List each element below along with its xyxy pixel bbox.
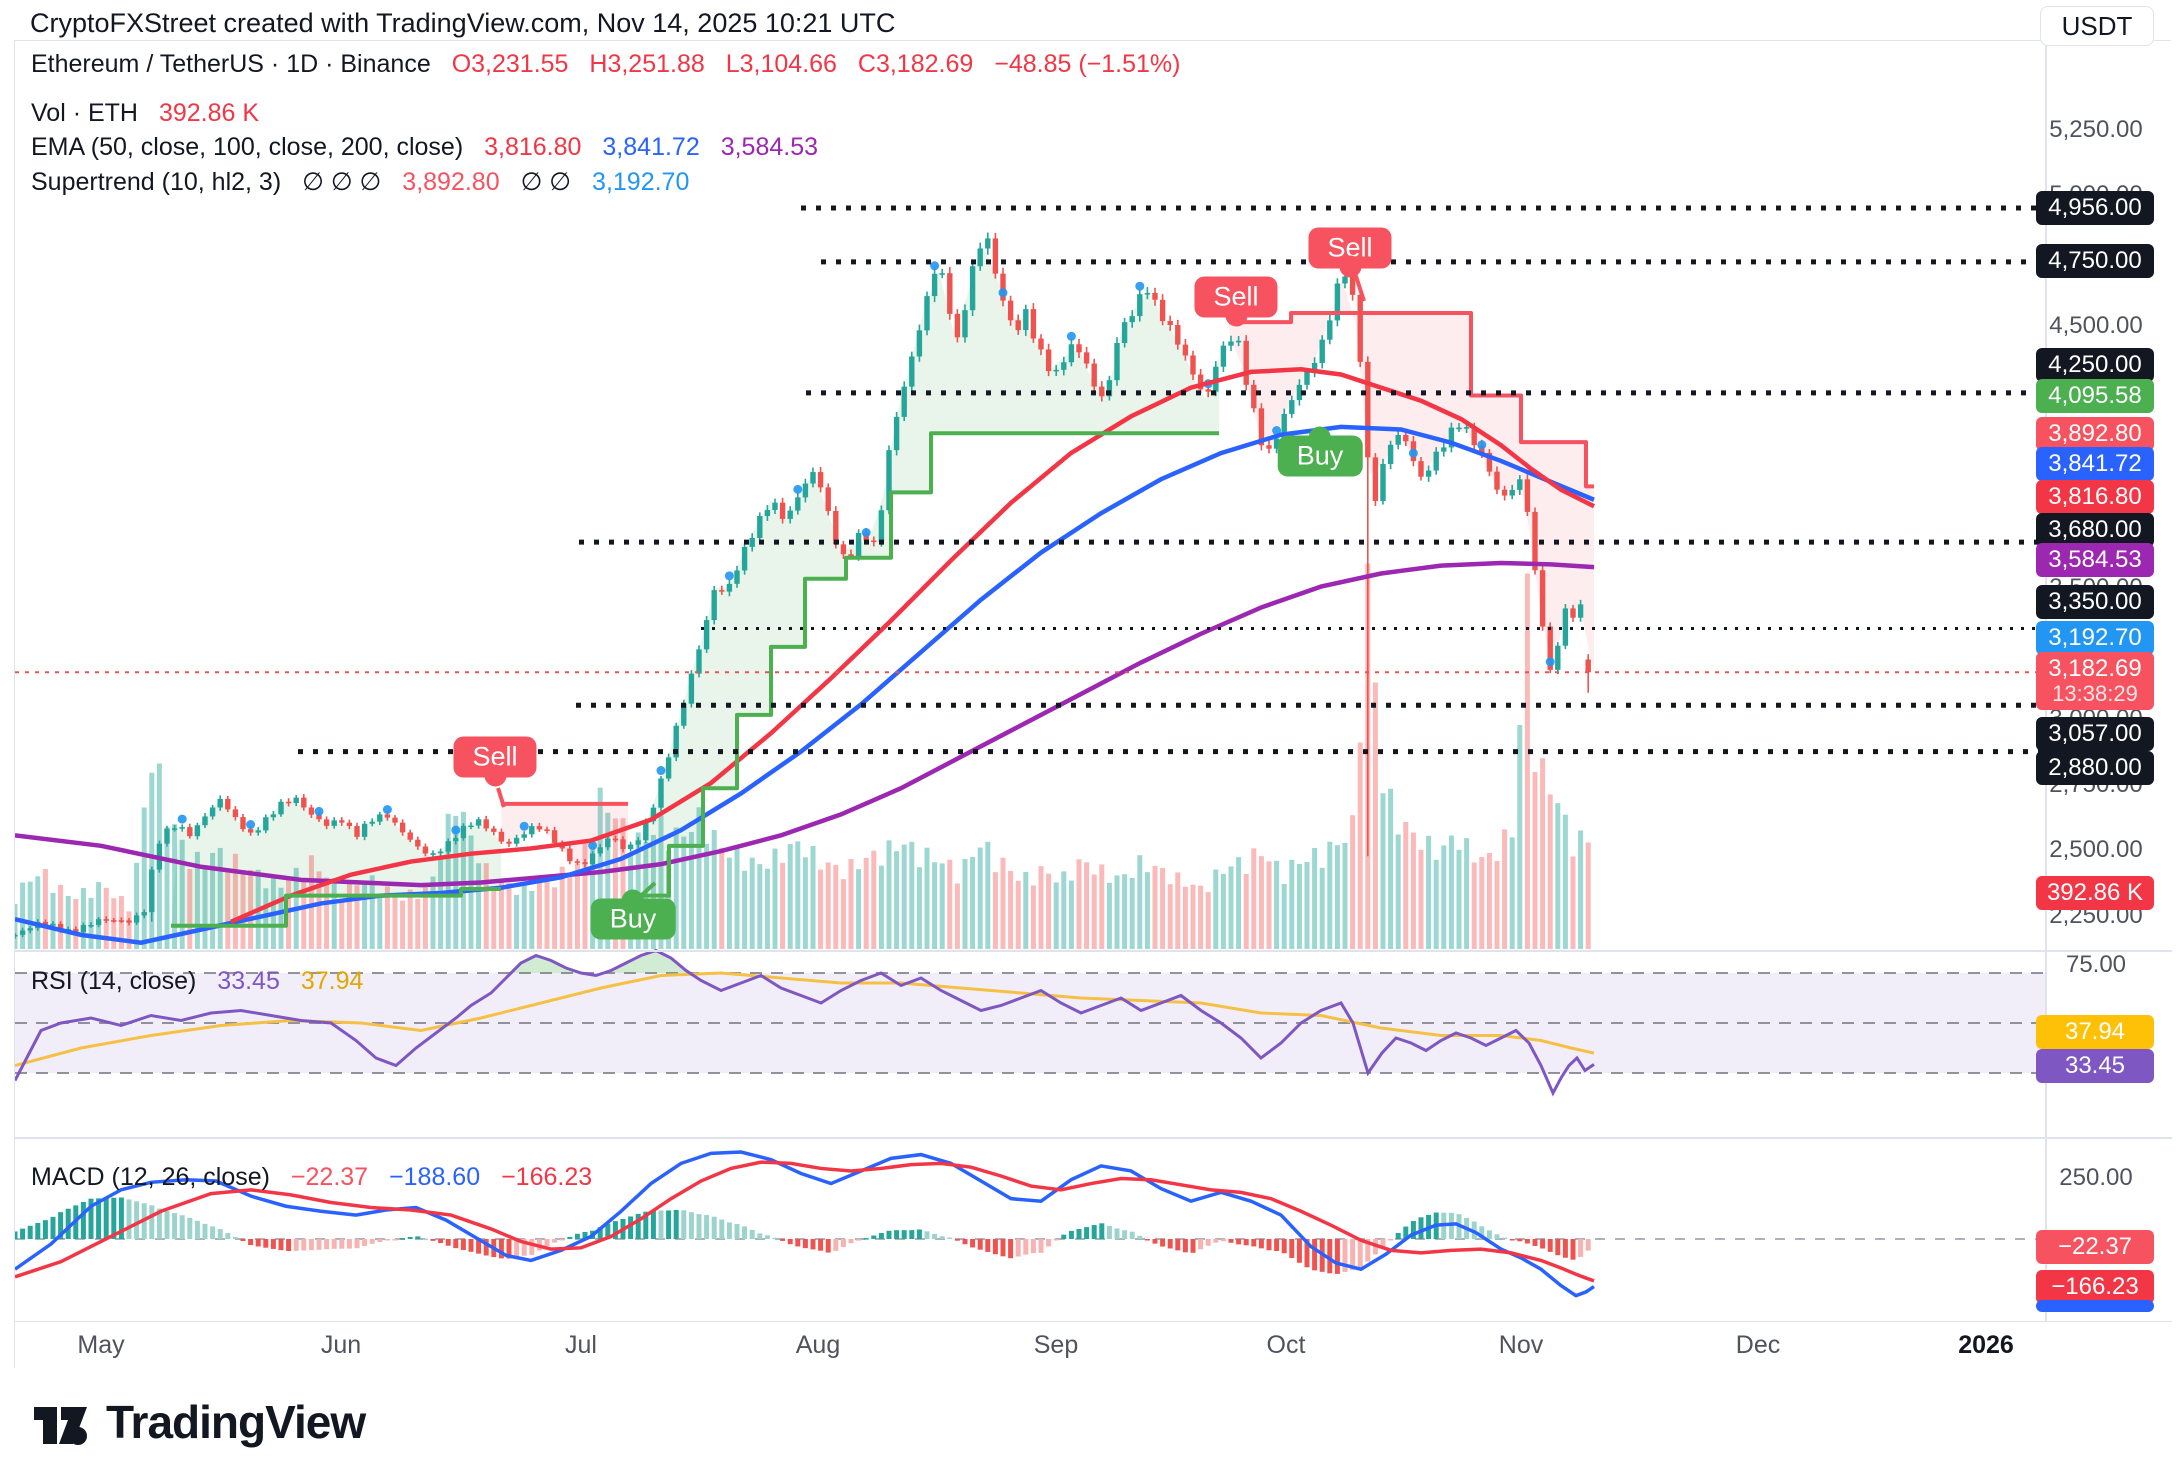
ohlc-low: L3,104.66: [725, 50, 837, 78]
time-axis-Aug: Aug: [795, 1331, 841, 1359]
supertrend-legend-row[interactable]: Supertrend (10, hl2, 3) ∅ ∅ ∅ 3,892.80 ∅…: [31, 167, 703, 197]
macd-label-−166.23: −166.23: [2036, 1270, 2154, 1304]
ohlc-open: O3,231.55: [451, 50, 569, 78]
price-tick-2500: 2,500.00: [2049, 836, 2143, 864]
time-axis-Oct: Oct: [1266, 1331, 1306, 1359]
price-label-4,750.00: 4,750.00: [2036, 244, 2154, 278]
price-label-4,095.58: 4,095.58: [2036, 379, 2154, 413]
macd-hist-value: −22.37: [290, 1163, 369, 1191]
time-axis-Jun: Jun: [320, 1331, 362, 1359]
symbol-legend-row[interactable]: Ethereum / TetherUS · 1D · Binance O3,23…: [31, 50, 1194, 79]
rsi-label-37.94: 37.94: [2036, 1015, 2154, 1049]
time-axis-Nov: Nov: [1498, 1331, 1544, 1359]
sell-signal-badge-3[interactable]: Sell: [1308, 227, 1392, 269]
macd-line-value: −188.60: [389, 1163, 481, 1191]
rsi-line: [15, 948, 1595, 1097]
ohlc-high: H3,251.88: [589, 50, 705, 78]
price-tick-5250: 5,250.00: [2049, 116, 2143, 143]
supertrend-line-up: [641, 431, 1219, 898]
attribution-bar: CryptoFXStreet created with TradingView.…: [0, 0, 2178, 40]
ema200-value: 3,584.53: [720, 133, 819, 161]
ema50-value: 3,816.80: [484, 133, 582, 161]
macd-tick-250.00: 250.00: [2059, 1164, 2133, 1191]
price-chart-canvas[interactable]: [15, 41, 2172, 1369]
supertrend-empty-values: ∅ ∅ ∅: [302, 168, 382, 196]
price-label-4,250.00: 4,250.00: [2036, 348, 2154, 382]
volume-value: 392.86 K: [158, 99, 260, 127]
price-label-3,892.80: 3,892.80: [2036, 417, 2154, 451]
buy-signal-badge-1[interactable]: Buy: [590, 898, 676, 940]
sell-signal-badge-2[interactable]: Sell: [1194, 276, 1278, 318]
price-label-3,182.69: 3,182.69 13:38:29: [2036, 652, 2154, 710]
macd-label-−22.37: −22.37: [2036, 1230, 2154, 1264]
ema100-line: [15, 424, 1595, 945]
price-label-4,956.00: 4,956.00: [2036, 191, 2154, 225]
price-label-3,192.70: 3,192.70: [2036, 621, 2154, 655]
price-label-3,350.00: 3,350.00: [2036, 585, 2154, 619]
macd-legend-row[interactable]: MACD (12, 26, close) −22.37 −188.60 −166…: [31, 1163, 606, 1192]
price-label-3,057.00: 3,057.00: [2036, 717, 2154, 751]
macd-line: [15, 1150, 1595, 1298]
ema50-line: [230, 367, 1596, 924]
price-label-3,584.53: 3,584.53: [2036, 543, 2154, 577]
rsi-ma-value: 37.94: [300, 967, 364, 995]
ohlc-change: −48.85 (−1.51%): [994, 50, 1181, 78]
ema100-value: 3,841.72: [602, 133, 700, 161]
rsi-label-33.45: 33.45: [2036, 1049, 2154, 1083]
macd-signal-line: [15, 1160, 1595, 1283]
time-axis-Sep: Sep: [1033, 1331, 1079, 1359]
time-axis[interactable]: May Jun Jul Aug Sep Oct Nov Dec 2026: [15, 1321, 2172, 1369]
ema-legend-row[interactable]: EMA (50, close, 100, close, 200, close) …: [31, 133, 832, 162]
supertrend-down-value: 3,892.80: [402, 168, 500, 196]
sell-signal-badge-0[interactable]: Sell: [453, 736, 537, 778]
rsi-overbought-fill: [491, 950, 716, 973]
price-label-3,816.80: 3,816.80: [2036, 480, 2154, 514]
buy-signal-badge-4[interactable]: Buy: [1277, 435, 1363, 477]
ohlc-close: C3,182.69: [857, 50, 974, 78]
price-label-2,880.00: 2,880.00: [2036, 751, 2154, 785]
macd-label[interactable]: MACD (12, 26, close): [31, 1163, 270, 1191]
supertrend-line-down: [1229, 310, 1594, 489]
time-axis-Dec: Dec: [1735, 1331, 1781, 1359]
time-axis-2026: 2026: [1958, 1331, 2014, 1359]
price-label-3,680.00: 3,680.00: [2036, 513, 2154, 547]
volume-label[interactable]: Vol · ETH: [31, 99, 138, 127]
supertrend-fill-up: [641, 243, 1219, 896]
supertrend-line-up: [171, 887, 501, 928]
supertrend-up-value: 3,192.70: [592, 168, 690, 196]
tradingview-logo-text: TradingView: [106, 1396, 366, 1448]
supertrend-label[interactable]: Supertrend (10, hl2, 3): [31, 168, 282, 196]
time-axis-May: May: [77, 1331, 125, 1359]
ema200-line: [15, 560, 1595, 888]
time-axis-Jul: Jul: [565, 1331, 597, 1359]
currency-toggle-button[interactable]: USDT: [2040, 6, 2154, 46]
supertrend-fill-down: [1229, 278, 1594, 674]
symbol-title[interactable]: Ethereum / TetherUS · 1D · Binance: [31, 50, 431, 78]
price-label-392.86 K: 392.86 K: [2036, 876, 2154, 910]
price-label-3,841.72: 3,841.72: [2036, 447, 2154, 481]
brand-footer: TradingView: [30, 1392, 366, 1452]
attribution-text: CryptoFXStreet created with TradingView.…: [30, 8, 896, 38]
rsi-tick-75.00: 75.00: [2065, 951, 2127, 978]
macd-signal-value: −166.23: [501, 1163, 593, 1191]
rsi-label[interactable]: RSI (14, close): [31, 967, 197, 995]
ema-label[interactable]: EMA (50, close, 100, close, 200, close): [31, 133, 464, 161]
supertrend-empty-values-2: ∅ ∅: [520, 168, 572, 196]
tradingview-logo-icon: [34, 1407, 87, 1445]
volume-legend-row[interactable]: Vol · ETH 392.86 K: [31, 99, 273, 128]
chart-card: Ethereum / TetherUS · 1D · Binance O3,23…: [14, 40, 2172, 1369]
rsi-value: 33.45: [217, 967, 280, 995]
price-tick-4500: 4,500.00: [2049, 312, 2143, 340]
macd-label-marker: [2036, 1300, 2154, 1312]
rsi-legend-row[interactable]: RSI (14, close) 33.45 37.94: [31, 967, 377, 996]
